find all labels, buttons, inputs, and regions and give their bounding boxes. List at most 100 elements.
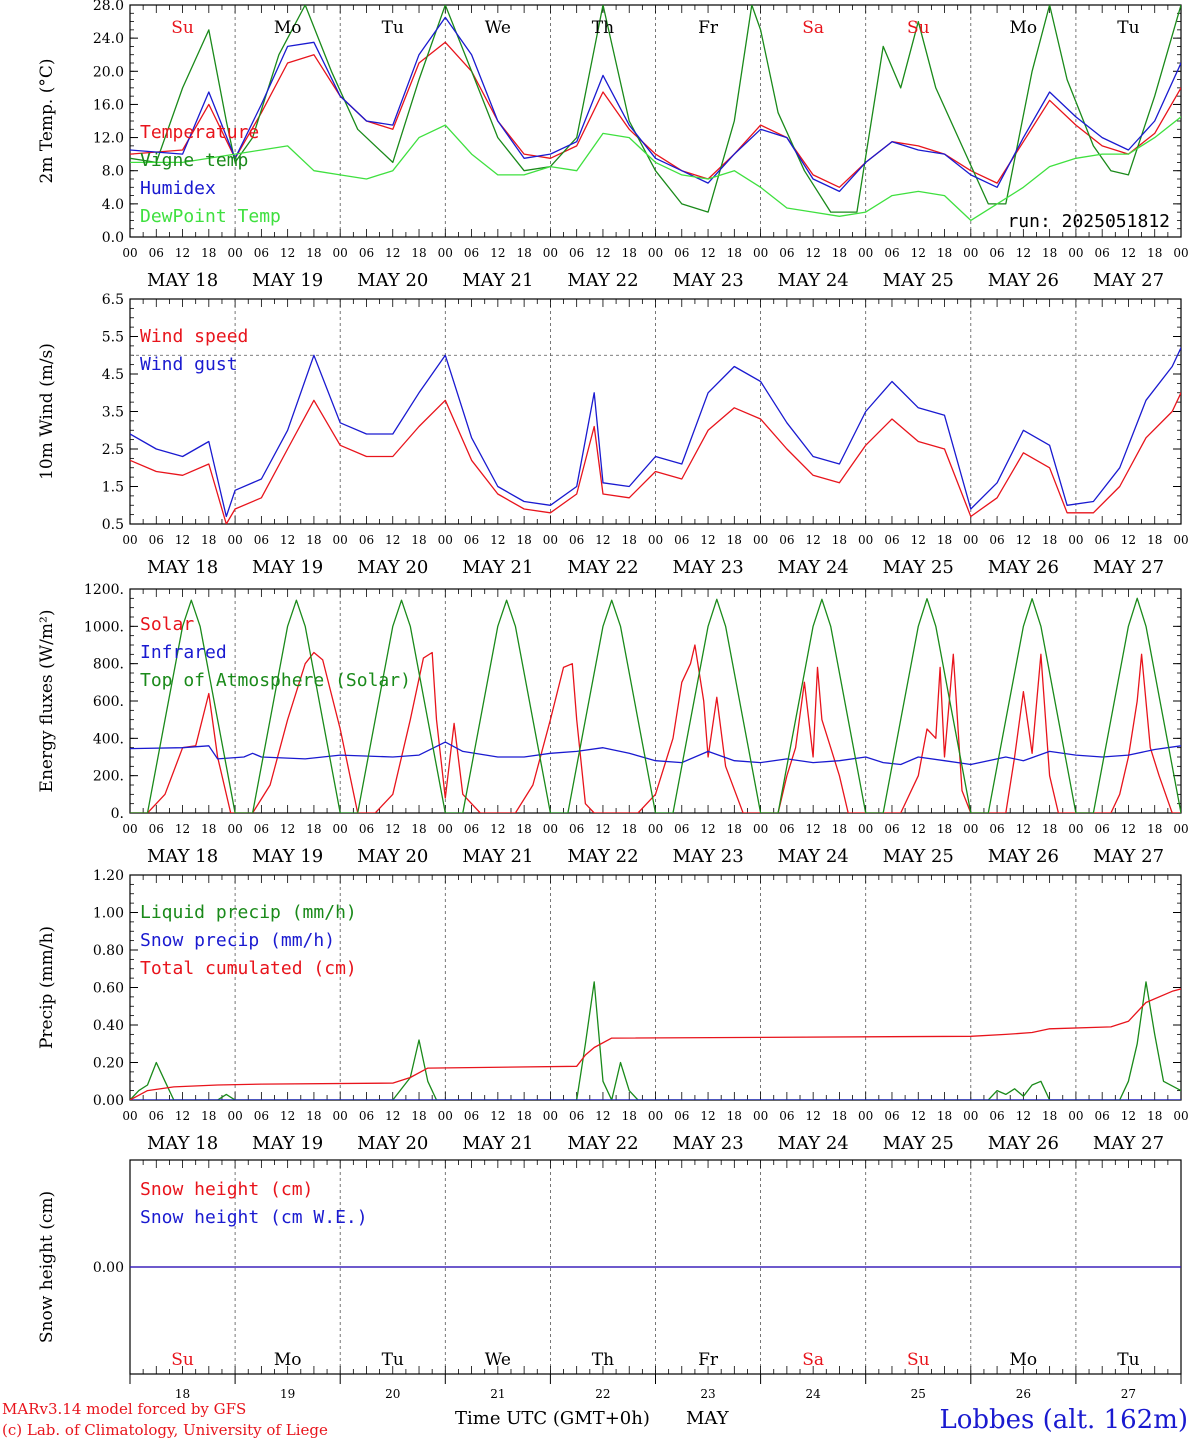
series-line-humidex — [130, 16, 1181, 193]
panel-5: 0.00 Snow height (cm) Snow height (cm) Snow… — [37, 1159, 1182, 1375]
hour-label: 00 — [227, 1109, 242, 1123]
hour-label: 12 — [700, 822, 715, 836]
hour-label: 18 — [1147, 246, 1162, 260]
day-name: Th — [592, 1350, 614, 1370]
hour-label: 00 — [858, 246, 873, 260]
hour-label: 06 — [779, 822, 794, 836]
hour-label: 00 — [122, 822, 137, 836]
day-number: 24 — [806, 1387, 822, 1401]
hour-label: 12 — [1121, 822, 1136, 836]
date-label: MAY 24 — [778, 1133, 849, 1154]
hour-label: 06 — [674, 822, 689, 836]
hour-label: 06 — [779, 1109, 794, 1123]
hour-label: 00 — [753, 1109, 768, 1123]
series-line-liquid-precip-mm-h — [130, 981, 1181, 1100]
hour-label: 12 — [1121, 1109, 1136, 1123]
hour-label: 00 — [333, 1109, 348, 1123]
y-tick-label: 1000. — [84, 619, 124, 635]
hour-label: 06 — [1095, 246, 1110, 260]
y-tick-label: 3.5 — [102, 405, 124, 421]
hour-label: 00 — [963, 246, 978, 260]
hour-label: 00 — [1173, 1109, 1188, 1123]
lab-label: (c) Lab. of Climatology, University of L… — [2, 1421, 328, 1439]
hour-label: 06 — [149, 1109, 164, 1123]
hour-label: 00 — [963, 1109, 978, 1123]
hour-label: 12 — [490, 246, 505, 260]
hour-label: 06 — [884, 1109, 899, 1123]
date-label: MAY 18 — [147, 270, 218, 291]
hour-label: 06 — [779, 533, 794, 547]
hour-label: 18 — [516, 822, 531, 836]
date-label: MAY 26 — [988, 557, 1059, 578]
day-number: 21 — [490, 1387, 505, 1401]
hour-label: 18 — [1042, 533, 1057, 547]
y-tick-label: 0.00 — [93, 1093, 124, 1109]
hour-label: 00 — [227, 822, 242, 836]
plot-frame — [129, 298, 1182, 525]
day-name: Sa — [802, 18, 824, 38]
hour-label: 06 — [569, 822, 584, 836]
hour-label: 18 — [516, 246, 531, 260]
day-name: Fr — [698, 1350, 719, 1370]
series-line-infrared — [130, 741, 1181, 766]
hour-label: 12 — [280, 246, 295, 260]
hour-label: 12 — [595, 533, 610, 547]
hour-label: 18 — [727, 822, 742, 836]
panel-4: 0.00 0.20 0.40 0.60 0.80 1.00 1.20 Precip (mm/h… — [37, 868, 1189, 1154]
series-line-dewpoint-temp — [130, 116, 1181, 222]
hour-label: 12 — [490, 533, 505, 547]
date-label: MAY 23 — [672, 557, 743, 578]
hour-label: 06 — [1095, 1109, 1110, 1123]
legend-entry: Wind gust — [140, 354, 238, 375]
hour-label: 12 — [806, 533, 821, 547]
hour-label: 12 — [1121, 246, 1136, 260]
hour-label: 18 — [622, 822, 637, 836]
run-label: run: 2025051812 — [1007, 211, 1170, 232]
date-label: MAY 25 — [883, 846, 954, 867]
hour-label: 00 — [333, 822, 348, 836]
date-label: MAY 22 — [567, 270, 638, 291]
hour-label: 18 — [727, 1109, 742, 1123]
hour-label: 00 — [333, 246, 348, 260]
hour-label: 18 — [411, 246, 426, 260]
date-label: MAY 27 — [1093, 846, 1164, 867]
legend-entry: Humidex — [140, 178, 216, 199]
y-tick-label: 1.20 — [93, 868, 124, 884]
footer: MARv3.14 model forced by GFS (c) Lab. of… — [2, 1400, 1188, 1439]
y-tick-label: 800. — [93, 657, 124, 673]
hour-label: 00 — [543, 533, 558, 547]
day-name: Su — [907, 18, 930, 38]
hour-label: 12 — [700, 1109, 715, 1123]
hour-label: 00 — [122, 246, 137, 260]
legend-entry: DewPoint Temp — [140, 206, 281, 227]
day-name: Mo — [1010, 1350, 1038, 1370]
hour-label: 12 — [385, 822, 400, 836]
hour-label: 06 — [359, 246, 374, 260]
hour-label: 00 — [648, 1109, 663, 1123]
day-name: We — [485, 1350, 511, 1370]
hour-label: 12 — [595, 246, 610, 260]
hour-label: 12 — [385, 533, 400, 547]
hour-label: 00 — [1173, 822, 1188, 836]
station-label: Lobbes (alt. 162m) — [939, 1405, 1188, 1435]
hour-label: 06 — [464, 822, 479, 836]
date-label: MAY 20 — [357, 270, 428, 291]
hour-label: 06 — [254, 822, 269, 836]
hour-label: 00 — [227, 246, 242, 260]
legend-entry: Liquid precip (mm/h) — [140, 902, 357, 923]
hour-label: 18 — [832, 822, 847, 836]
hour-label: 06 — [569, 1109, 584, 1123]
hour-label: 00 — [858, 1109, 873, 1123]
day-numbers: 18 19 20 21 22 23 24 25 26 27 — [129, 1374, 1182, 1401]
hour-label: 18 — [201, 533, 216, 547]
hour-label: 06 — [149, 246, 164, 260]
date-label: MAY 26 — [988, 270, 1059, 291]
hour-label: 18 — [411, 822, 426, 836]
hour-label: 06 — [464, 533, 479, 547]
hour-label: 18 — [201, 1109, 216, 1123]
hour-label: 06 — [254, 533, 269, 547]
y-tick-label: 0. — [111, 806, 124, 822]
hour-label: 00 — [438, 533, 453, 547]
date-label: MAY 21 — [462, 1133, 533, 1154]
